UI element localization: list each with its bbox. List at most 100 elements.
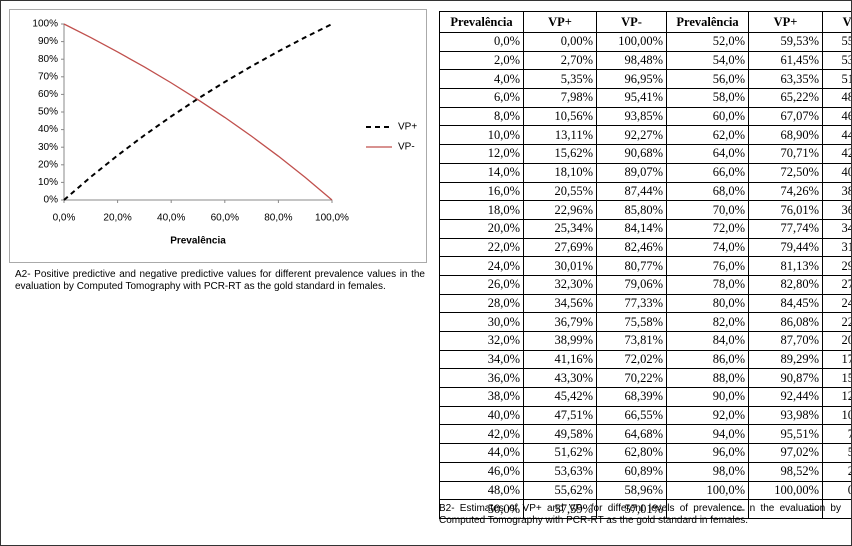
y-tick-label: 70%	[38, 71, 58, 82]
table-cell: 10,56%	[523, 106, 597, 127]
header-cell: Prevalência	[439, 11, 524, 33]
table-cell: 7,80%	[822, 424, 851, 445]
legend-label: VP-	[398, 142, 415, 153]
table-cell: 40,0%	[439, 405, 524, 426]
series-line	[63, 23, 333, 201]
table-cell: 67,07%	[748, 106, 823, 127]
table-cell: 26,0%	[439, 274, 524, 295]
header-cell: VP+	[523, 11, 597, 33]
table-cell: 38,99%	[523, 331, 597, 351]
table-cell: 66,55%	[596, 405, 667, 426]
table-cell: 49,58%	[523, 424, 597, 445]
table-cell: 10,34%	[822, 405, 851, 426]
data-table: PrevalênciaVP+VP-PrevalênciaVP+VP-0,0%0,…	[439, 11, 851, 519]
table-cell: 77,74%	[748, 218, 823, 239]
table-cell: 6,0%	[439, 88, 524, 108]
table-row: 34,0%41,16%72,02%86,0%89,29%17,76%	[439, 349, 851, 370]
table-cell: 77,33%	[596, 293, 667, 314]
table-cell: 31,79%	[822, 237, 851, 258]
table-cell: 22,96%	[523, 200, 597, 220]
table-cell: 70,0%	[666, 200, 749, 220]
y-tick-label: 20%	[38, 159, 58, 170]
table-cell: 88,0%	[666, 368, 749, 389]
table-cell: 53,63%	[523, 461, 597, 482]
table-cell: 96,95%	[596, 69, 667, 90]
table-cell: 13,11%	[523, 125, 597, 146]
table-cell: 53,05%	[822, 50, 851, 71]
table-row: 22,0%27,69%82,46%74,0%79,44%31,79%	[439, 237, 851, 258]
table-cell: 34,56%	[523, 293, 597, 314]
table-cell: 44,0%	[439, 443, 524, 463]
y-tick-label: 40%	[38, 124, 58, 135]
table-cell: 36,24%	[822, 200, 851, 220]
table-cell: 47,51%	[523, 405, 597, 426]
table-cell: 62,0%	[666, 125, 749, 146]
table-cell: 51,03%	[822, 69, 851, 90]
table-cell: 89,29%	[748, 349, 823, 370]
table-cell: 20,17%	[822, 331, 851, 351]
table-cell: 72,02%	[596, 349, 667, 370]
table-cell: 64,68%	[596, 424, 667, 445]
table-cell: 78,0%	[666, 274, 749, 295]
table-cell: 92,0%	[666, 405, 749, 426]
x-axis-label: Prevalência	[170, 236, 226, 247]
table-cell: 14,0%	[439, 162, 524, 183]
table-cell: 52,0%	[666, 32, 749, 52]
table-cell: 10,0%	[439, 125, 524, 146]
table-cell: 58,0%	[666, 88, 749, 108]
table-cell: 34,03%	[822, 218, 851, 239]
table-cell: 34,0%	[439, 349, 524, 370]
table-cell: 84,0%	[666, 331, 749, 351]
table-cell: 20,0%	[439, 218, 524, 239]
table-cell: 90,0%	[666, 387, 749, 407]
table-cell: 16,0%	[439, 181, 524, 202]
table-row: 30,0%36,79%75,58%82,0%86,08%22,55%	[439, 312, 851, 332]
table-cell: 30,01%	[523, 256, 597, 276]
y-tick-label: 90%	[38, 36, 58, 47]
table-cell: 27,69%	[523, 237, 597, 258]
x-tick-label: 60,0%	[211, 213, 239, 224]
table-cell: 38,43%	[822, 181, 851, 202]
table-cell: ---	[822, 499, 851, 519]
table-cell: 48,99%	[822, 88, 851, 108]
table-cell: 72,0%	[666, 218, 749, 239]
y-tick-label: 50%	[38, 107, 58, 118]
table-cell: 75,58%	[596, 312, 667, 332]
table-cell: 92,44%	[748, 387, 823, 407]
table-cell: 90,87%	[748, 368, 823, 389]
table-cell: 97,02%	[748, 443, 823, 463]
caption: A2- Positive predictive and negative pre…	[15, 269, 425, 292]
table-cell: 100,0%	[666, 480, 749, 501]
table-cell: 45,42%	[523, 387, 597, 407]
table-cell: 17,76%	[822, 349, 851, 370]
table-cell: 2,70%	[523, 50, 597, 71]
table-cell: 62,80%	[596, 443, 667, 463]
table-cell: 92,27%	[596, 125, 667, 146]
chart-panel: Prevalência 0% 10% 20% 30% 40% 50% 60% 70% 80% 90…	[9, 9, 427, 263]
table-cell: 89,07%	[596, 162, 667, 183]
table-cell: 27,22%	[822, 274, 851, 295]
table-row: 26,0%32,30%79,06%78,0%82,80%27,22%	[439, 274, 851, 295]
table-row: 40,0%47,51%66,55%92,0%93,98%10,34%	[439, 405, 851, 426]
table-cell: 86,0%	[666, 349, 749, 370]
table-cell: 5,24%	[822, 443, 851, 463]
header-cell: VP-	[596, 11, 667, 33]
table-cell: 18,10%	[523, 162, 597, 183]
y-tick-label: 30%	[38, 142, 58, 153]
table-cell: 84,14%	[596, 218, 667, 239]
table-cell: 63,35%	[748, 69, 823, 90]
table-cell: 76,0%	[666, 256, 749, 276]
table-cell: 58,96%	[596, 480, 667, 501]
table-cell: 82,46%	[596, 237, 667, 258]
table-cell: 32,30%	[523, 274, 597, 295]
table-cell: 42,73%	[822, 144, 851, 164]
table-cell: 4,0%	[439, 69, 524, 90]
table-cell: 87,44%	[596, 181, 667, 202]
table-cell: 93,85%	[596, 106, 667, 127]
table-cell: 100,00%	[596, 32, 667, 52]
table-cell: 18,0%	[439, 200, 524, 220]
series-line	[63, 23, 333, 201]
table-cell: 95,41%	[596, 88, 667, 108]
table-cell: 70,22%	[596, 368, 667, 389]
